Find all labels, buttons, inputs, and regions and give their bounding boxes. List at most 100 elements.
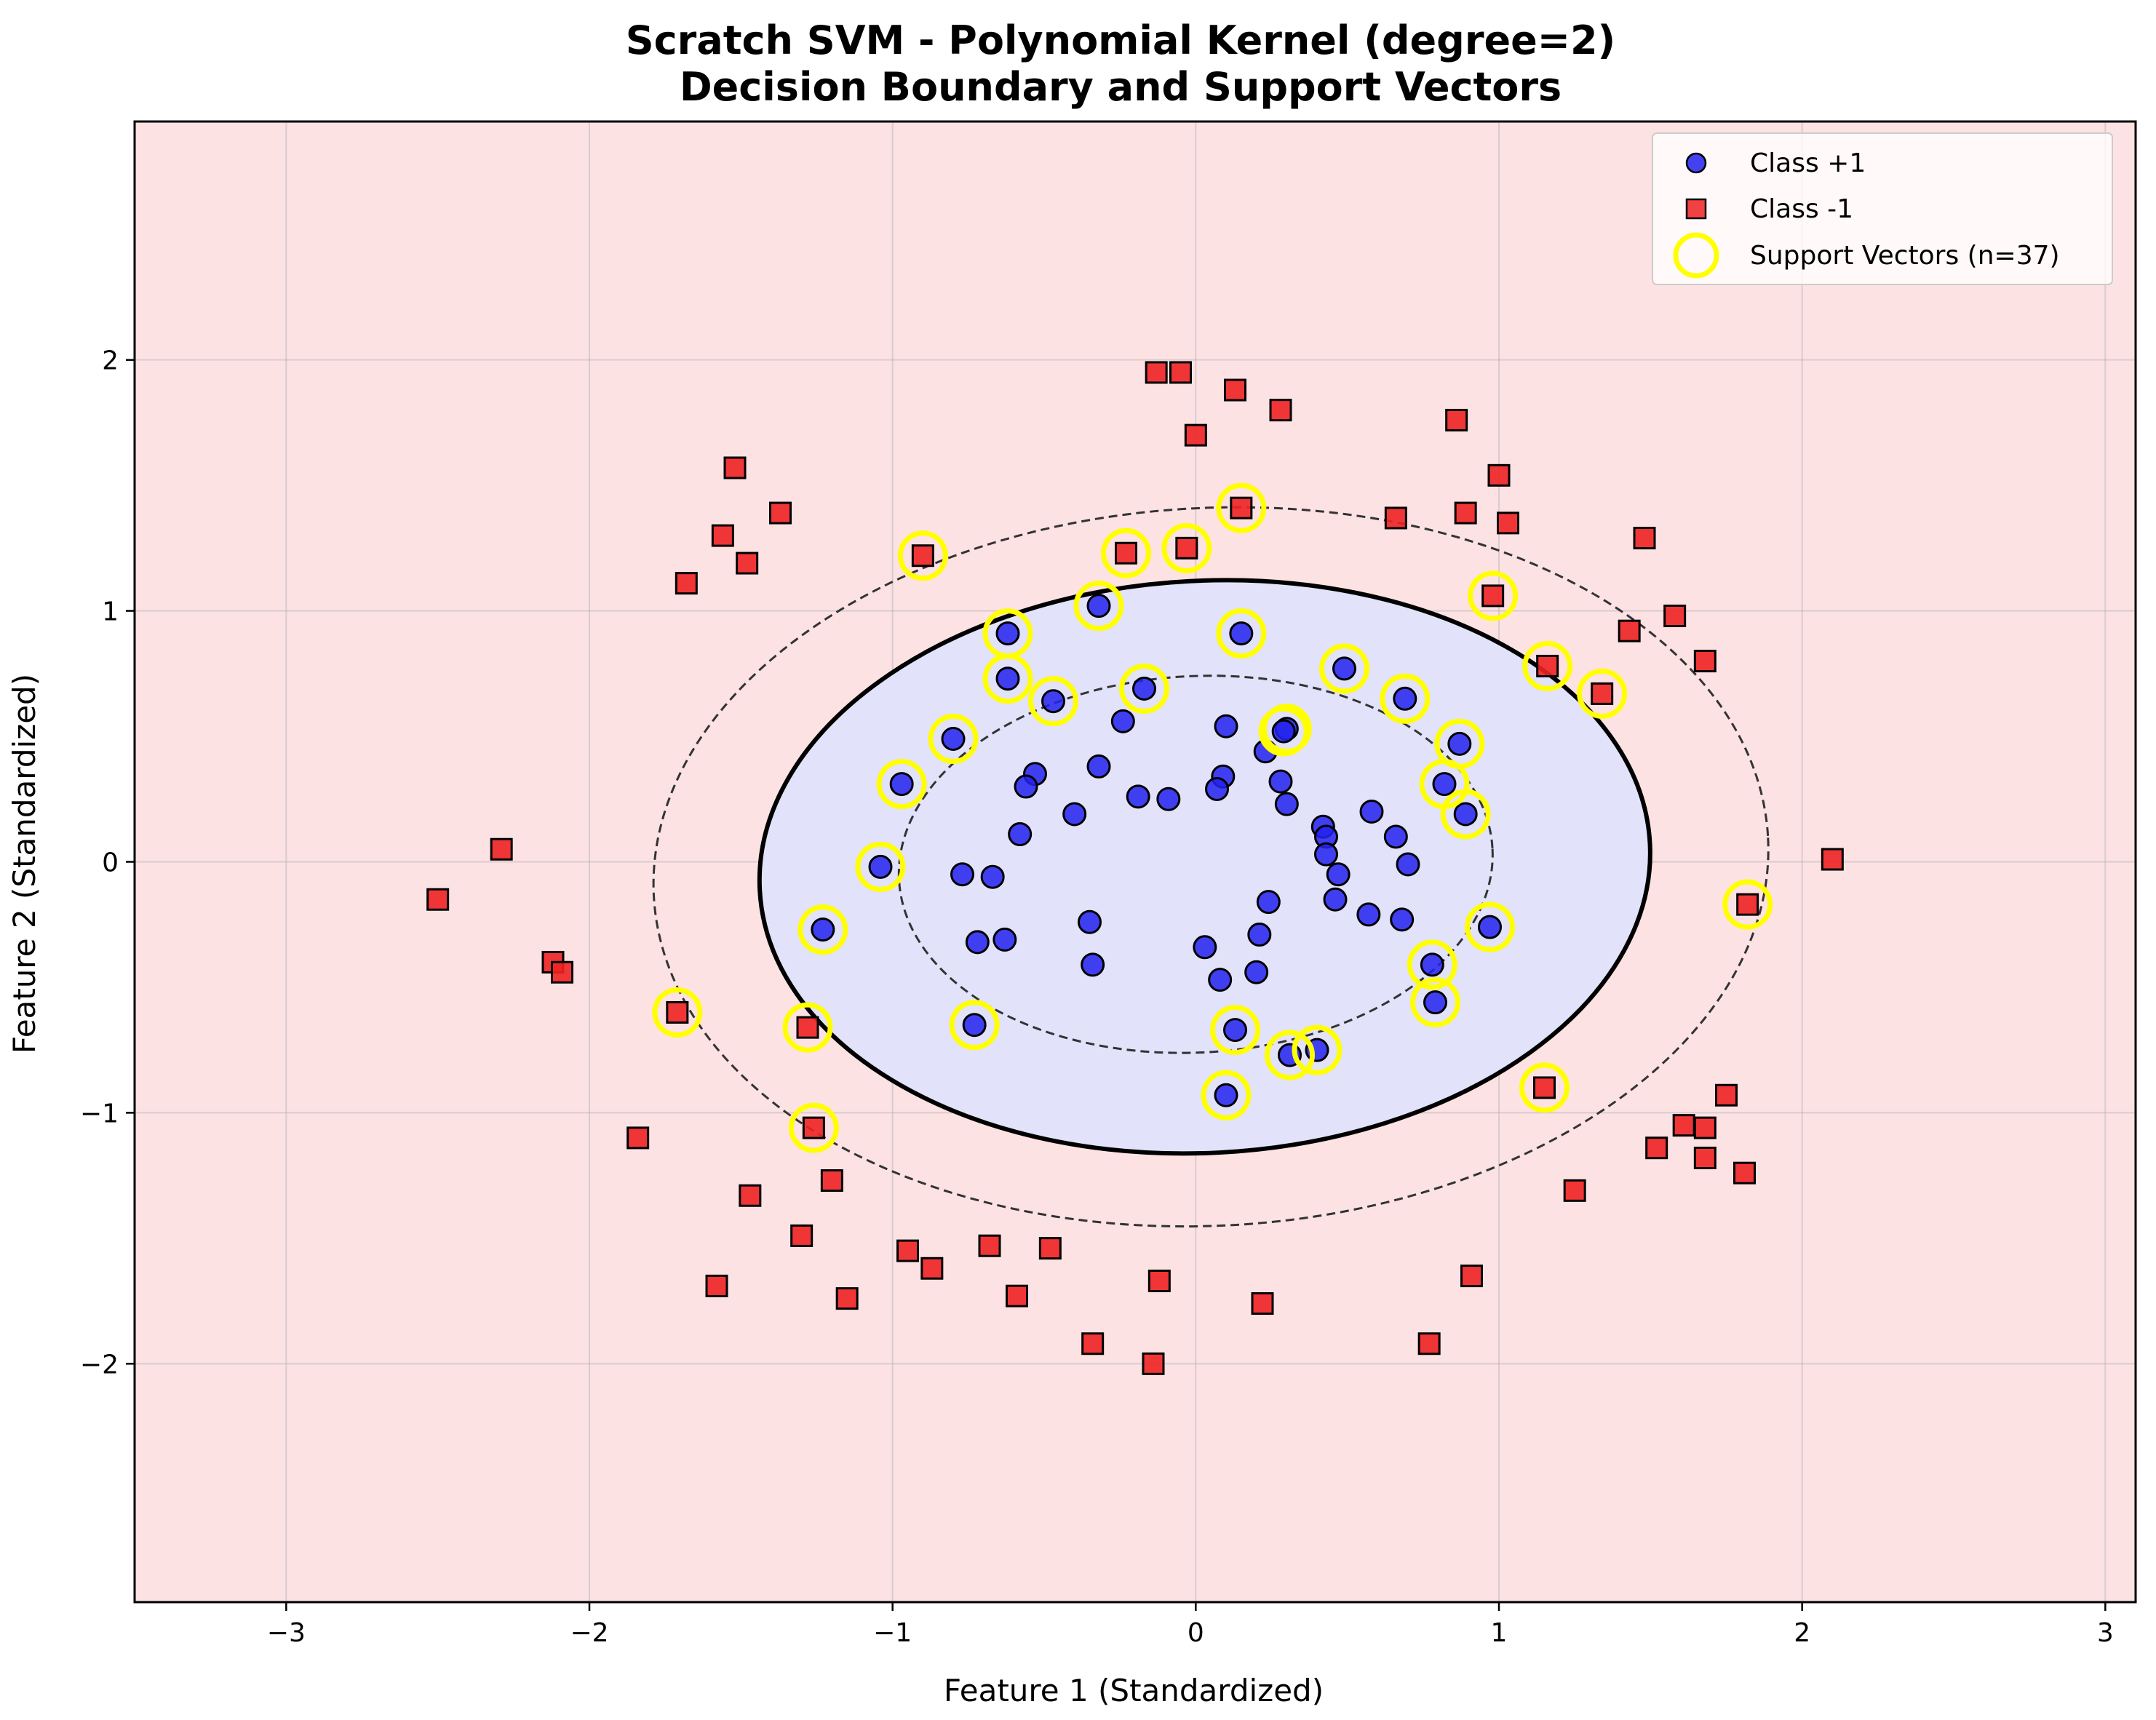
class-pos-point [1453, 802, 1478, 827]
margin-outer [652, 506, 1770, 1228]
class-neg-point [1663, 604, 1687, 627]
class-neg-point [1487, 463, 1511, 487]
support-vector-ring [652, 987, 703, 1038]
class-pos-point [811, 917, 835, 942]
class-neg-point [920, 1257, 944, 1280]
support-vector-ring [876, 759, 927, 810]
class-neg-point [551, 960, 573, 984]
class-pos-point [1274, 792, 1299, 816]
class-pos-point [1078, 909, 1102, 934]
y-tick-label: −1 [80, 1099, 119, 1128]
x-tick-label: 1 [1491, 1618, 1508, 1648]
class-neg-point [1142, 1352, 1165, 1375]
support-vector-ring [1519, 1062, 1570, 1113]
class-neg-point [835, 1287, 859, 1310]
class-neg-point [911, 544, 934, 568]
class-neg-point [1672, 1114, 1695, 1137]
class-neg-point [1497, 511, 1519, 535]
support-vector-ring [1073, 581, 1124, 632]
class-pos-point [1271, 719, 1296, 744]
support-vector-ring [1410, 977, 1460, 1028]
class-pos-point [1214, 1083, 1238, 1107]
x-tick-label: 0 [1188, 1618, 1204, 1648]
class-pos-point [1432, 772, 1457, 797]
chart-title-line-1: Scratch SVM - Polynomial Kernel (degree=… [626, 17, 1615, 63]
legend-marker-support-vectors [1673, 232, 1719, 279]
class-pos-point [1205, 776, 1229, 801]
class-neg-point [1533, 1076, 1556, 1099]
x-tick-label: −1 [873, 1618, 912, 1648]
class-neg-point [1145, 361, 1168, 384]
support-vector-ring [1468, 570, 1519, 621]
legend-marker-class-neg [1685, 198, 1707, 220]
class-pos-point [1223, 1018, 1247, 1043]
decision-boundary [757, 578, 1652, 1156]
class-neg-point [666, 1000, 689, 1024]
class-pos-point [995, 621, 1020, 646]
class-neg-point [1460, 1265, 1483, 1288]
class-pos-point [1229, 621, 1254, 646]
class-pos-point [1356, 902, 1381, 927]
class-neg-point [1251, 1292, 1274, 1315]
class-pos-point [1390, 907, 1415, 932]
class-neg-point [1481, 584, 1505, 608]
class-neg-point [1454, 501, 1477, 525]
support-vector-ring [855, 841, 906, 892]
class-neg-point [978, 1234, 1001, 1257]
class-pos-point [1268, 769, 1293, 794]
legend-box [1652, 132, 2113, 285]
class-neg-point [1384, 506, 1407, 530]
x-tick-label: −2 [570, 1618, 608, 1648]
support-vector-ring [1216, 608, 1267, 659]
y-tick-label: 1 [102, 597, 119, 627]
class-pos-point [1323, 887, 1348, 912]
class-pos-point [1383, 824, 1408, 849]
class-neg-point [1417, 1332, 1441, 1355]
class-neg-point [1645, 1136, 1668, 1160]
x-tick-label: −3 [267, 1618, 306, 1648]
class-pos-point [993, 927, 1017, 952]
axis-ticks: −3 −2 −1 0 1 2 3 −2 −1 0 1 2 [80, 346, 2114, 1648]
class-neg-point [626, 1126, 650, 1150]
support-vector-ring [1292, 1024, 1342, 1075]
class-neg-point [1006, 1284, 1028, 1307]
margin-inner [897, 674, 1494, 1054]
class-pos-point [1062, 802, 1087, 827]
class-pos-point [1447, 731, 1472, 756]
class-pos-point [980, 864, 1005, 889]
class-neg-point [1184, 423, 1207, 447]
class-pos-point [889, 772, 914, 797]
class-neg-point [802, 1116, 825, 1139]
support-vector-ring [928, 713, 979, 764]
class-pos-point [950, 862, 974, 887]
support-vector-ring [982, 653, 1033, 704]
class-neg-point [1169, 361, 1192, 384]
class-neg-point [1081, 1332, 1105, 1355]
class-neg-point [705, 1274, 728, 1297]
class-pos-point [962, 1013, 987, 1038]
class-neg-point [1224, 378, 1246, 402]
class-pos-point [1156, 787, 1181, 811]
class-pos-point [1423, 990, 1447, 1015]
support-vector-ring [1101, 527, 1151, 578]
scatter-points [426, 361, 1844, 1375]
y-axis-label: Feature 2 (Standardized) [7, 674, 42, 1054]
class-pos-point [1478, 915, 1502, 939]
x-tick-label: 2 [1794, 1618, 1810, 1648]
class-pos-point [1247, 923, 1272, 947]
class-pos-point [1014, 774, 1038, 799]
legend-label-support-vectors: Support Vectors (n=37) [1750, 241, 2060, 271]
class-neg-point [1536, 654, 1559, 677]
support-vector-ring [1201, 1070, 1252, 1120]
class-neg-point [769, 501, 792, 525]
class-neg-point [1618, 619, 1641, 642]
class-neg-point [1445, 408, 1468, 431]
support-vector-ring [1465, 901, 1515, 952]
support-vector-ring [1577, 668, 1628, 719]
legend-label-class-pos: Class +1 [1750, 148, 1866, 178]
class-neg-point [490, 837, 513, 861]
class-pos-point [1110, 709, 1135, 733]
support-vector-ring [1161, 522, 1212, 573]
class-neg-point [711, 524, 734, 547]
